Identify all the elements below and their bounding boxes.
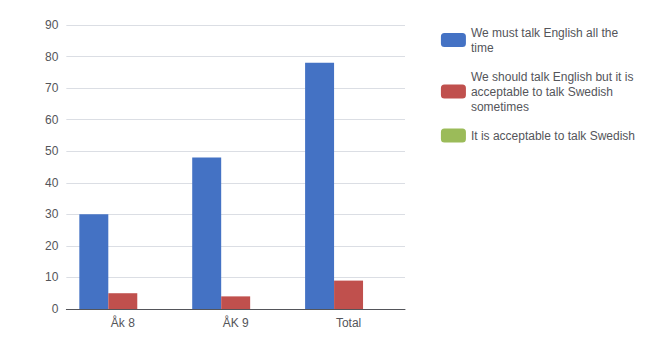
svg-text:90: 90 [45, 18, 59, 32]
svg-text:0: 0 [52, 302, 59, 316]
svg-text:30: 30 [45, 207, 59, 221]
svg-text:We should talk English but it: We should talk English but it is [471, 70, 634, 84]
svg-text:60: 60 [45, 113, 59, 127]
svg-text:50: 50 [45, 144, 59, 158]
svg-text:40: 40 [45, 176, 59, 190]
svg-text:We must talk English all the: We must talk English all the [471, 26, 619, 40]
svg-text:Total: Total [336, 316, 361, 330]
svg-text:70: 70 [45, 81, 59, 95]
svg-text:80: 80 [45, 50, 59, 64]
svg-text:It is acceptable to talk Swedi: It is acceptable to talk Swedish [471, 129, 635, 143]
svg-text:10: 10 [45, 270, 59, 284]
svg-text:acceptable to talk Swedish: acceptable to talk Swedish [471, 85, 613, 99]
svg-text:ÅK 9: ÅK 9 [223, 315, 249, 330]
svg-text:Åk 8: Åk 8 [111, 315, 135, 330]
svg-text:time: time [471, 41, 494, 55]
svg-text:sometimes: sometimes [471, 100, 529, 114]
svg-text:20: 20 [45, 239, 59, 253]
